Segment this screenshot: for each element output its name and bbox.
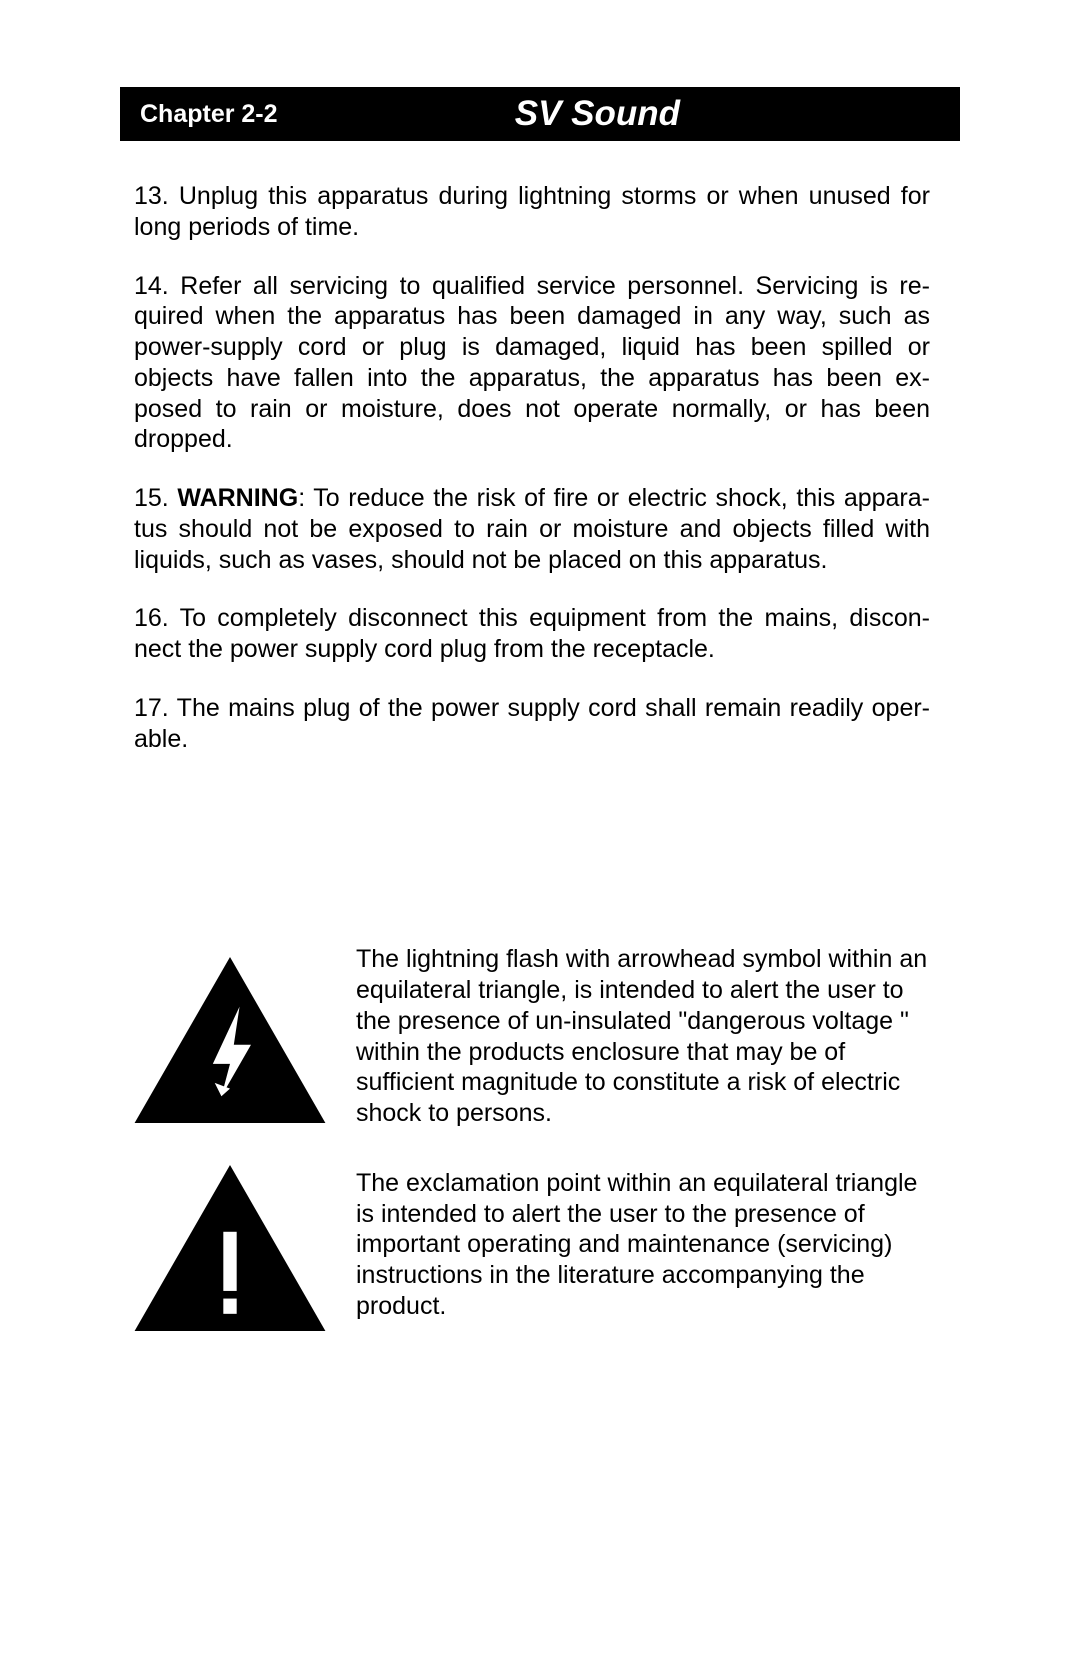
- instruction-item: 14. Refer all servicing to qualified ser…: [134, 271, 930, 456]
- exclamation-triangle-icon: [134, 1159, 326, 1331]
- symbol-section: The lightning flash with arrowhead symbo…: [120, 944, 960, 1331]
- instruction-item: 17. The mains plug of the power supply c…: [134, 693, 930, 755]
- instruction-item: 15. WARNING: To reduce the risk of fire …: [134, 483, 930, 575]
- item-bold: WARNING: [177, 484, 298, 512]
- item-number: 17.: [134, 694, 169, 722]
- instruction-list: 13. Unplug this apparatus during lightni…: [120, 181, 960, 754]
- item-number: 13.: [134, 182, 169, 210]
- item-text: To completely disconnect this equipment …: [134, 604, 930, 663]
- chapter-label: Chapter 2-2: [140, 100, 278, 129]
- instruction-item: 16. To completely disconnect this equipm…: [134, 603, 930, 665]
- item-number: 14.: [134, 272, 169, 300]
- item-text: Refer all servicing to qualified service…: [134, 272, 930, 454]
- symbol-text: The exclamation point within an equilate…: [356, 1168, 930, 1322]
- item-number: 15.: [134, 484, 169, 512]
- manual-page: Chapter 2-2 SV Sound 13. Unplug this app…: [0, 0, 1080, 1669]
- symbol-row: The exclamation point within an equilate…: [134, 1159, 930, 1331]
- item-number: 16.: [134, 604, 169, 632]
- page-header: Chapter 2-2 SV Sound: [120, 87, 960, 141]
- item-text: The mains plug of the power supply cord …: [134, 694, 930, 753]
- item-pad: [169, 182, 179, 210]
- item-pad: [169, 694, 177, 722]
- item-pad: [169, 604, 180, 632]
- brand-title: SV Sound: [515, 94, 940, 134]
- item-text: Unplug this apparatus during lightning s…: [134, 182, 930, 241]
- item-pad: [169, 272, 181, 300]
- symbol-text: The lightning flash with arrowhead symbo…: [356, 944, 930, 1129]
- instruction-item: 13. Unplug this apparatus during lightni…: [134, 181, 930, 243]
- lightning-triangle-icon: [134, 951, 326, 1123]
- symbol-row: The lightning flash with arrowhead symbo…: [134, 944, 930, 1129]
